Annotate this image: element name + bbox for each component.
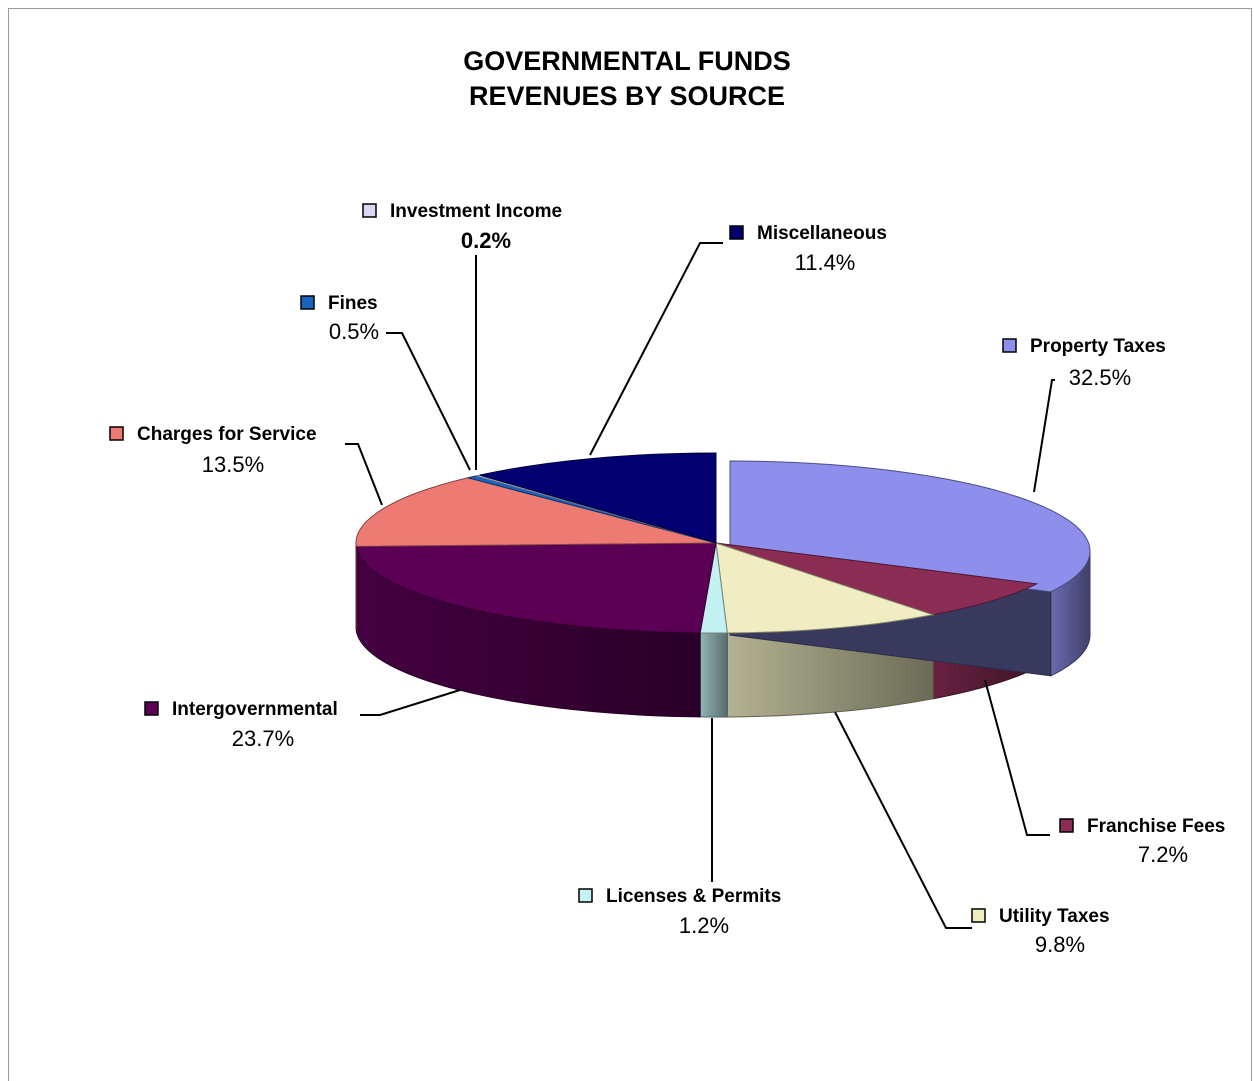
pie-tops [355,452,1091,634]
legend-swatch-fines [300,295,315,310]
slice-percent-investment-income: 0.2% [461,228,511,253]
legend-swatch-utility-taxes [971,908,986,923]
slice-percent-utility-taxes: 9.8% [1035,932,1085,957]
slice-miscellaneous [479,452,717,544]
legend-swatch-intergovernmental [144,701,159,716]
pie-sides [355,542,1091,718]
slice-percent-charges-for-service: 13.5% [202,452,264,477]
slice-name-licenses-permits: Licenses & Permits [606,886,781,907]
leader-line-miscellaneous [589,242,723,456]
legend-swatch-property-taxes [1002,338,1017,353]
slice-percent-licenses-permits: 1.2% [679,913,729,938]
slice-name-franchise-fees: Franchise Fees [1087,816,1225,837]
slice-name-investment-income: Investment Income [390,201,562,222]
slice-charges-for-service [355,477,717,547]
slice-name-charges-for-service: Charges for Service [137,424,317,445]
legend-swatch-franchise-fees [1059,818,1074,833]
legend-swatch-licenses-permits [578,888,593,903]
slice-percent-fines: 0.5% [329,319,379,344]
slice-percent-miscellaneous: 11.4% [795,250,856,275]
leader-line-property-taxes [1033,379,1055,493]
slice-percent-intergovernmental: 23.7% [232,726,294,751]
legend-swatch-investment-income [362,203,377,218]
slice-side-licenses-permits [699,632,728,718]
slice-name-miscellaneous: Miscellaneous [757,223,887,244]
leader-line-intergovernmental [360,689,461,716]
slice-labels: Property Taxes 32.5% Franchise Fees 7.2% Uti… [109,201,1225,957]
leader-line-fines [386,332,471,471]
legend-swatch-miscellaneous [729,225,744,240]
slice-franchise-fees [715,542,1039,616]
slice-intergovernmental [355,542,717,634]
leader-line-charges-for-service [345,443,383,506]
slice-name-intergovernmental: Intergovernmental [172,699,338,720]
slice-name-utility-taxes: Utility Taxes [999,906,1110,927]
slice-utility-taxes [715,542,936,634]
slice-percent-property-taxes: 32.5% [1069,365,1131,390]
chart-title: GOVERNMENTAL FUNDS [463,46,791,76]
chart-subtitle: REVENUES BY SOURCE [468,81,786,111]
leader-line-franchise-fees [984,679,1050,836]
slice-percent-franchise-fees: 7.2% [1138,842,1188,867]
slice-name-fines: Fines [328,293,378,314]
leader-line-utility-taxes [834,711,972,929]
slice-name-property-taxes: Property Taxes [1030,336,1166,357]
legend-swatch-charges-for-service [109,426,124,441]
leader-lines [345,242,1055,929]
